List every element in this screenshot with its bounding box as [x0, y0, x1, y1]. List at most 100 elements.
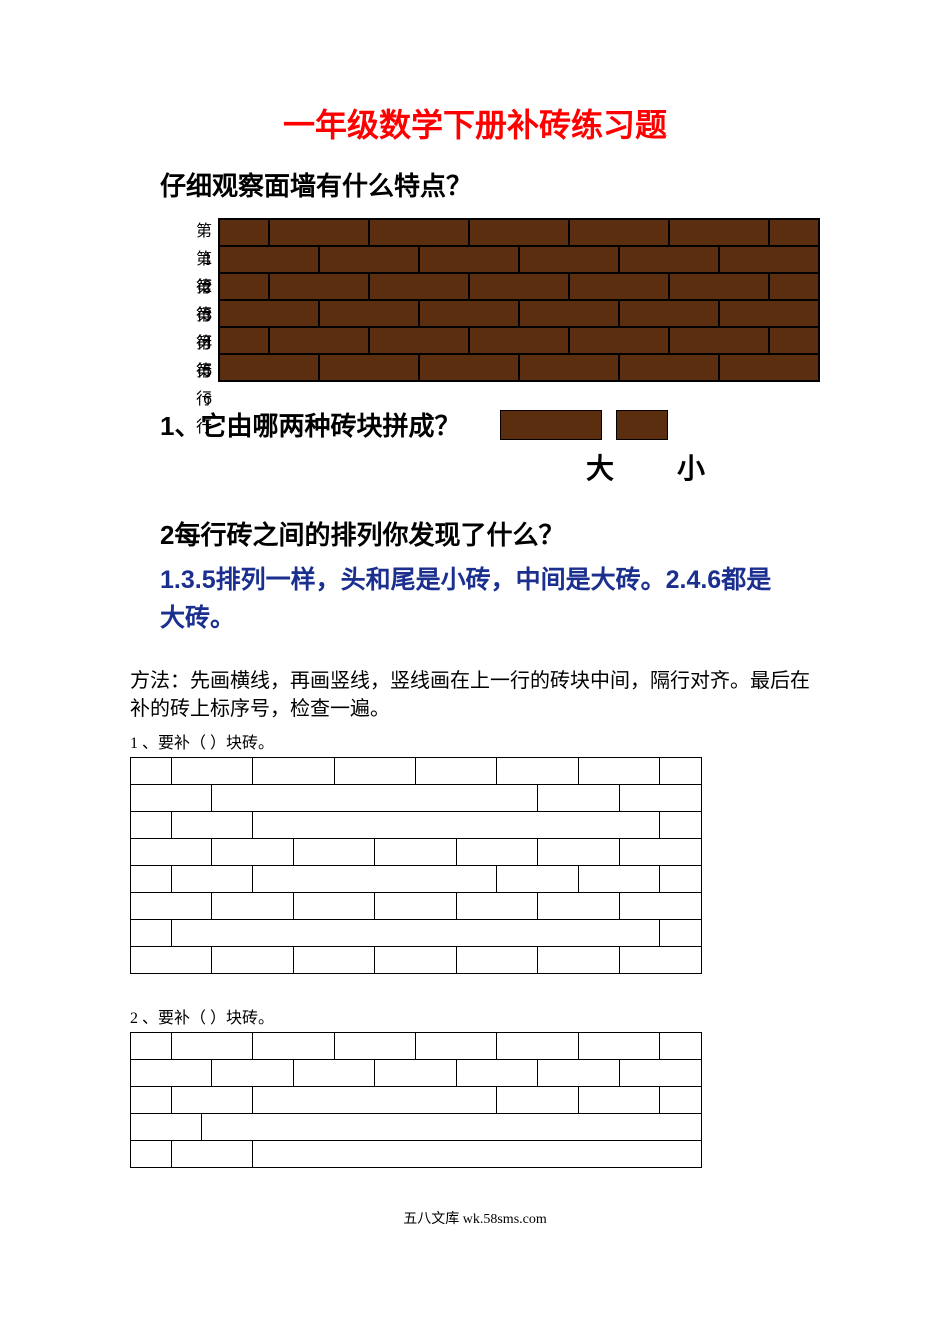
- white-brick: [457, 947, 538, 973]
- white-brick: [620, 947, 701, 973]
- exercise-wall-row: [131, 1114, 701, 1141]
- white-brick: [294, 785, 375, 811]
- white-brick: [202, 1114, 273, 1140]
- white-brick: [538, 947, 619, 973]
- brown-brick: [719, 300, 819, 327]
- white-brick: [172, 1033, 253, 1059]
- white-brick: [620, 839, 701, 865]
- white-brick: [416, 1114, 487, 1140]
- white-brick: [660, 1087, 701, 1113]
- brown-brick: [219, 354, 319, 381]
- white-brick: [620, 893, 701, 919]
- white-brick: [172, 1087, 253, 1113]
- row-label-3: 第3行: [190, 274, 212, 302]
- brown-brick: [219, 300, 319, 327]
- white-brick: [660, 920, 701, 946]
- white-brick: [497, 866, 578, 892]
- sample-brick-small: [616, 410, 668, 440]
- method-text: 方法：先画横线，再画竖线，竖线画在上一行的砖块中间，隔行对齐。最后在补的砖上标序…: [130, 667, 820, 723]
- white-brick: [497, 1141, 578, 1167]
- brown-brick: [319, 246, 419, 273]
- exercise-wall-row: [131, 920, 701, 947]
- white-brick: [579, 920, 660, 946]
- exercise-wall-row: [131, 866, 701, 893]
- white-brick: [416, 866, 497, 892]
- question-1-line: 1、它由哪两种砖块拼成？: [160, 406, 820, 443]
- white-brick: [457, 839, 538, 865]
- white-brick: [253, 866, 334, 892]
- exercise-wall: [130, 757, 702, 974]
- brown-brick: [769, 273, 819, 300]
- brown-brick: [219, 273, 269, 300]
- sample-bricks: [500, 410, 668, 440]
- white-brick: [294, 1060, 335, 1086]
- brown-brick: [519, 300, 619, 327]
- white-brick: [457, 785, 498, 811]
- white-brick: [335, 1141, 416, 1167]
- white-brick: [131, 893, 212, 919]
- exercise-wall-row: [131, 1033, 701, 1060]
- white-brick: [335, 920, 416, 946]
- exercise-wall-row: [131, 785, 701, 812]
- white-brick: [212, 839, 293, 865]
- brown-brick: [419, 246, 519, 273]
- row-label-2: 第2行: [190, 246, 212, 274]
- white-brick: [131, 1114, 202, 1140]
- exercise-label: 1 、要补（ ）块砖。: [130, 729, 820, 753]
- white-brick: [172, 812, 253, 838]
- white-brick: [253, 758, 334, 784]
- brown-brick: [769, 327, 819, 354]
- white-brick: [630, 1114, 701, 1140]
- white-brick: [579, 812, 660, 838]
- white-brick: [172, 866, 253, 892]
- white-brick: [497, 1033, 578, 1059]
- subtitle: 仔细观察面墙有什么特点？: [160, 166, 820, 203]
- white-brick: [335, 1033, 416, 1059]
- white-brick: [497, 1087, 578, 1113]
- white-brick: [172, 758, 253, 784]
- brown-brick: [219, 246, 319, 273]
- brown-brick: [419, 354, 519, 381]
- row-labels: 第1行 第2行 第3行 第4行 第5行 第6行: [190, 218, 212, 386]
- white-brick: [579, 1087, 660, 1113]
- white-brick: [253, 1033, 334, 1059]
- brown-brick: [569, 273, 669, 300]
- brown-brick: [319, 354, 419, 381]
- brown-brick: [369, 327, 469, 354]
- exercise-wall-row: [131, 893, 701, 920]
- white-brick: [212, 785, 293, 811]
- brown-wall-row: [219, 273, 819, 300]
- row-label-1: 第1行: [190, 218, 212, 246]
- brown-brick: [669, 273, 769, 300]
- brown-brick: [569, 219, 669, 246]
- sample-brick-big: [500, 410, 602, 440]
- white-brick: [457, 893, 538, 919]
- exercise-label: 2 、要补（ ）块砖。: [130, 1004, 820, 1028]
- row-label-6: 第6行: [190, 358, 212, 386]
- brown-brick: [719, 354, 819, 381]
- brown-brick: [269, 219, 369, 246]
- white-brick: [538, 893, 619, 919]
- white-brick: [172, 1141, 253, 1167]
- brown-brick: [469, 219, 569, 246]
- white-brick: [375, 1060, 456, 1086]
- exercise-wall-row: [131, 758, 701, 785]
- white-brick: [131, 1141, 172, 1167]
- white-brick: [497, 812, 578, 838]
- brown-brick: [269, 273, 369, 300]
- brown-brick: [469, 327, 569, 354]
- answer-text: 1.3.5排列一样，头和尾是小砖，中间是大砖。2.4.6都是大砖。: [160, 562, 790, 637]
- brown-brick: [219, 327, 269, 354]
- white-brick: [131, 1060, 212, 1086]
- brown-wall-row: [219, 300, 819, 327]
- brown-brick: [269, 327, 369, 354]
- white-brick: [416, 920, 497, 946]
- exercise-wall-row: [131, 1141, 701, 1167]
- white-brick: [497, 785, 538, 811]
- white-brick: [335, 812, 416, 838]
- white-brick: [131, 866, 172, 892]
- white-brick: [212, 947, 293, 973]
- white-brick: [579, 1033, 660, 1059]
- brown-brick: [619, 300, 719, 327]
- brown-brick: [769, 219, 819, 246]
